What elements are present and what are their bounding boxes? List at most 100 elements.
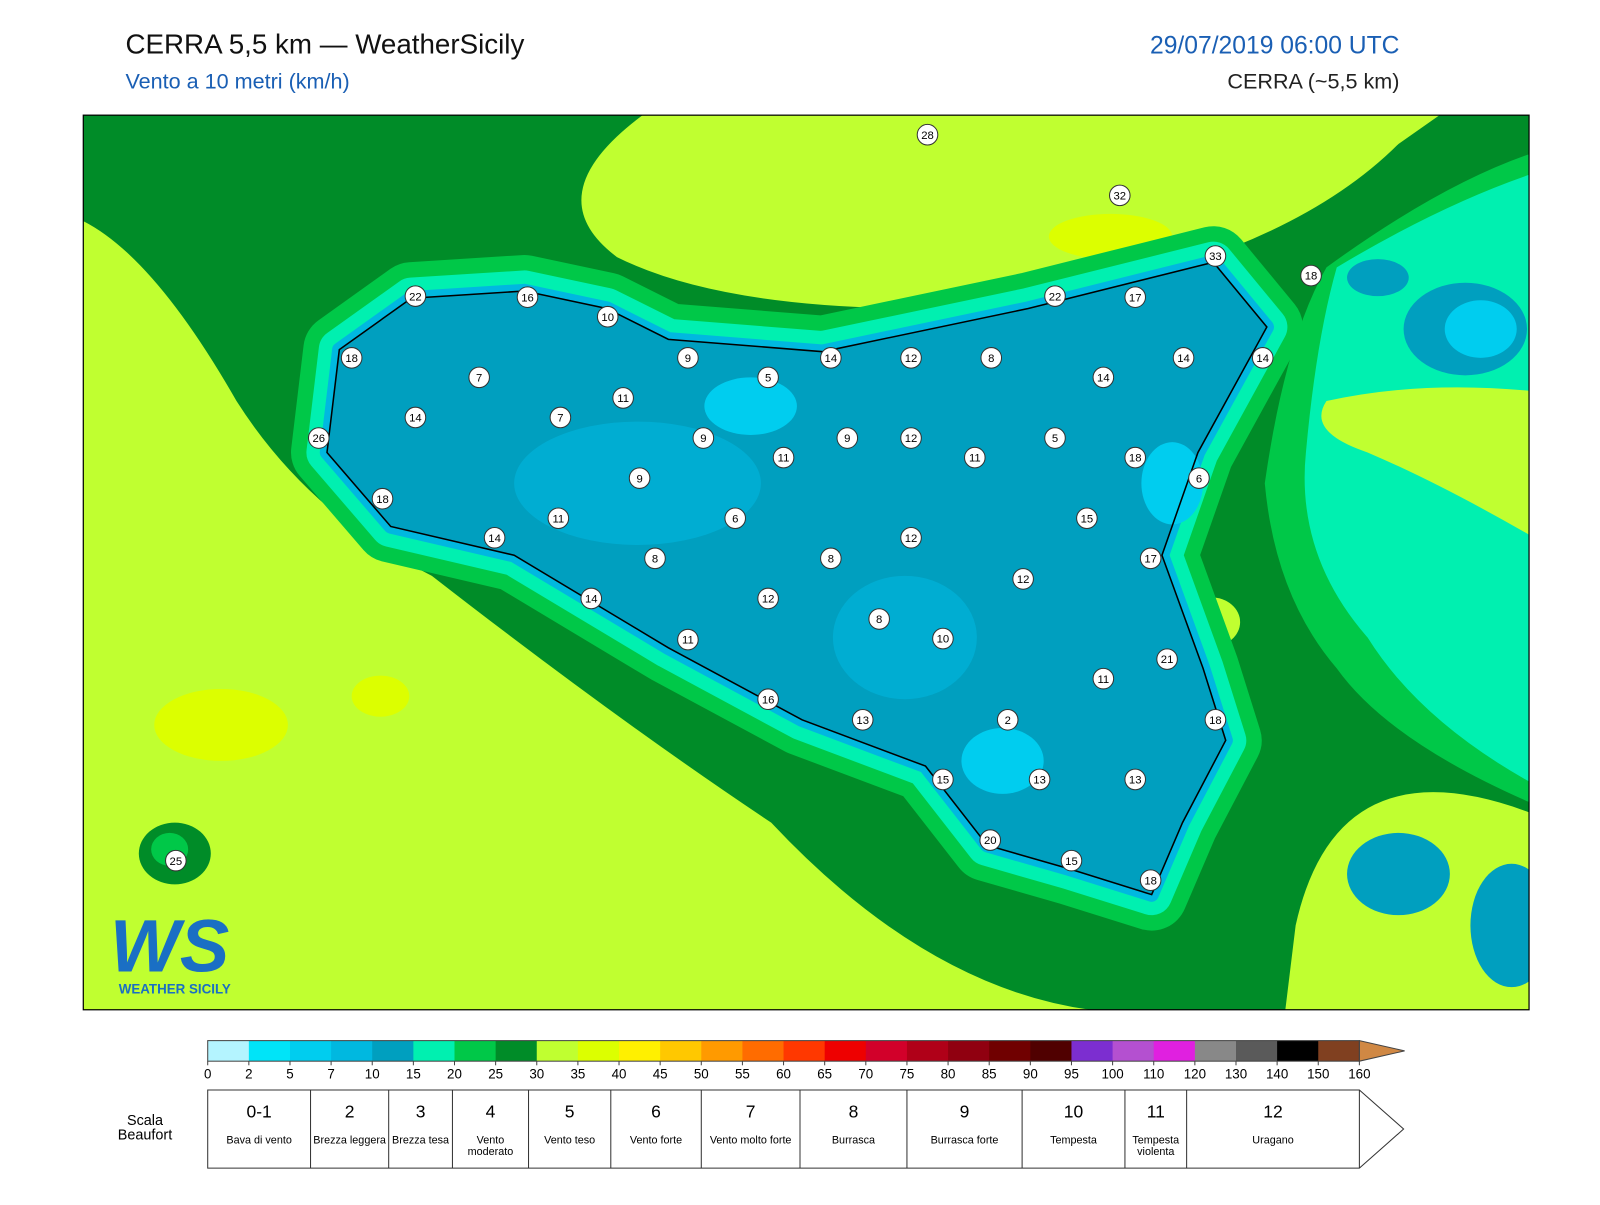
colorbar-segment xyxy=(1071,1040,1114,1062)
station-value: 9 xyxy=(685,353,691,365)
colorbar-segment xyxy=(289,1040,332,1062)
station-marker xyxy=(932,627,954,650)
station-value: 10 xyxy=(601,312,614,324)
beaufort-force: 8 xyxy=(849,1102,859,1122)
beaufort-force: 4 xyxy=(486,1102,496,1122)
station-marker xyxy=(1204,708,1227,731)
colorbar-segment xyxy=(331,1040,373,1062)
station-marker xyxy=(516,286,539,308)
station-value: 18 xyxy=(345,353,358,365)
colorbar-segment xyxy=(824,1040,867,1062)
beaufort-name-text: Tempesta xyxy=(1050,1135,1097,1147)
station-value: 15 xyxy=(937,775,950,787)
station-marker xyxy=(371,487,394,510)
station-marker xyxy=(900,347,922,369)
colorbar-segment xyxy=(742,1040,785,1062)
beaufort-title: Scala Beaufort xyxy=(117,1112,173,1143)
station-value: 18 xyxy=(1209,715,1222,727)
station-marker xyxy=(964,446,986,469)
colorbar-label: 15 xyxy=(406,1067,421,1082)
colorbar-segment xyxy=(454,1040,497,1062)
station-value: 7 xyxy=(557,413,563,425)
colorbar-label: 20 xyxy=(447,1067,462,1082)
station-value: 17 xyxy=(1129,292,1142,304)
map xyxy=(83,115,1530,1010)
colorbar-arrow xyxy=(1358,1039,1405,1062)
station-marker xyxy=(483,526,506,549)
colorbar-label: 130 xyxy=(1225,1067,1247,1082)
station-value: 11 xyxy=(552,513,564,525)
colorbar-label: 45 xyxy=(653,1067,668,1082)
station-value: 12 xyxy=(905,353,918,365)
station-value: 12 xyxy=(1017,574,1030,586)
station-marker xyxy=(980,347,1003,369)
station-marker xyxy=(1044,285,1066,307)
colorbar-label: 120 xyxy=(1184,1067,1206,1082)
station-value: 33 xyxy=(1209,251,1222,263)
colorbar-segment xyxy=(372,1040,414,1062)
colorbar-label: 10 xyxy=(365,1067,380,1082)
station-marker xyxy=(1028,768,1051,791)
station-value: 25 xyxy=(170,856,183,868)
station-value: 18 xyxy=(376,494,389,506)
station-marker xyxy=(1188,467,1210,489)
colorbar-segment xyxy=(495,1040,538,1062)
station-marker xyxy=(1251,347,1274,369)
station-value: 14 xyxy=(1177,353,1190,365)
beaufort-name: Burrasca xyxy=(832,1135,875,1145)
station-marker xyxy=(979,829,1002,851)
beaufort-name: Brezza tesa xyxy=(392,1135,450,1147)
colorbar-label: 55 xyxy=(735,1067,750,1082)
station-marker xyxy=(1060,849,1083,872)
colorbar-label: 40 xyxy=(612,1067,627,1082)
station-marker xyxy=(547,507,570,530)
colorbar-label: 150 xyxy=(1307,1067,1329,1082)
station-marker xyxy=(932,768,954,791)
beaufort-name-text: Brezza tesa xyxy=(392,1135,450,1147)
station-value: 5 xyxy=(765,372,771,384)
station-marker xyxy=(1092,366,1115,389)
station-value: 14 xyxy=(585,594,598,606)
station-marker xyxy=(1300,264,1322,287)
colorbar-label: 50 xyxy=(694,1067,709,1082)
beaufort-title-text: Scala Beaufort xyxy=(117,1112,173,1143)
station-marker xyxy=(677,347,699,369)
colorbar-label: 90 xyxy=(1023,1067,1038,1082)
station-marker xyxy=(1012,568,1034,590)
beaufort-name: Vento forte xyxy=(630,1135,682,1145)
station-marker xyxy=(772,446,795,469)
beaufort-force: 11 xyxy=(1147,1102,1165,1122)
colorbar-label: 7 xyxy=(327,1067,334,1082)
station-marker xyxy=(1139,869,1162,892)
station-marker xyxy=(596,305,619,328)
station-marker xyxy=(340,347,363,369)
beaufort-force: 7 xyxy=(746,1102,756,1122)
colorbar-segment xyxy=(783,1040,826,1062)
station-value: 11 xyxy=(1097,674,1109,686)
station-marker xyxy=(724,507,747,530)
station-marker xyxy=(1124,768,1147,791)
station-value: 10 xyxy=(937,634,950,646)
station-marker xyxy=(307,427,330,449)
station-value: 20 xyxy=(984,835,997,847)
station-marker xyxy=(1172,347,1195,369)
station-value: 22 xyxy=(409,291,422,303)
beaufort-name: Vento teso xyxy=(544,1135,595,1145)
colorbar-segment xyxy=(577,1040,620,1062)
station-marker xyxy=(468,366,490,389)
beaufort-name-text: Tempesta violenta xyxy=(1132,1135,1180,1158)
station-value: 7 xyxy=(476,372,482,384)
datetime: 29/07/2019 06:00 UTC xyxy=(1150,32,1399,59)
station-marker xyxy=(1124,446,1147,469)
station-value: 32 xyxy=(1114,190,1127,202)
beaufort-name-text: Burrasca forte xyxy=(930,1135,999,1147)
station-marker xyxy=(820,547,842,570)
station-value: 18 xyxy=(1305,271,1318,283)
station-marker xyxy=(549,406,572,429)
station-marker xyxy=(677,628,699,651)
station-value: 5 xyxy=(1052,433,1058,445)
station-marker xyxy=(996,708,1019,731)
colorbar-segment xyxy=(1112,1040,1155,1062)
beaufort-force: 9 xyxy=(960,1102,970,1122)
